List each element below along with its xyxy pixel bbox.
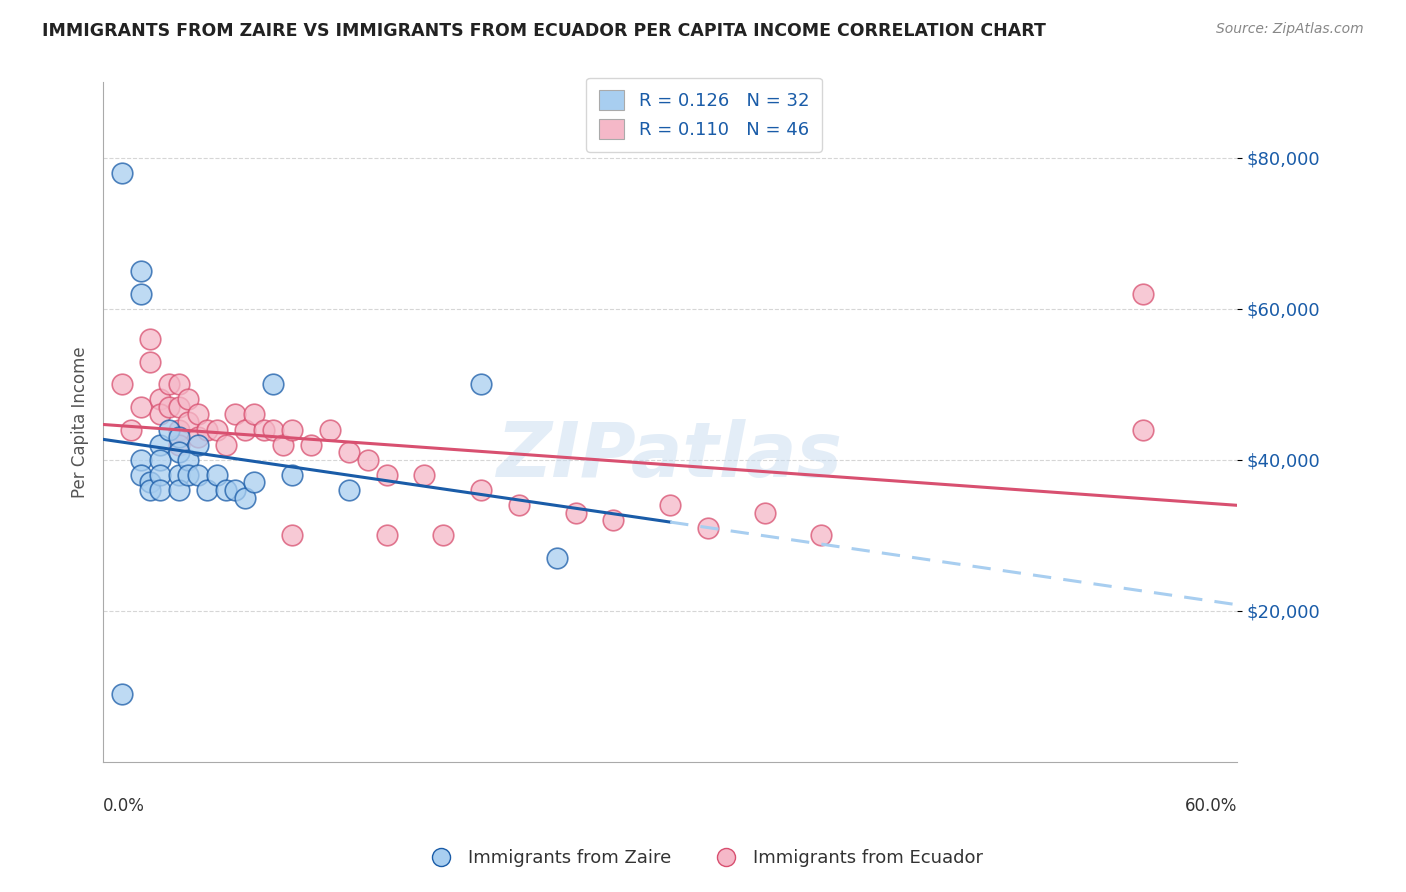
Legend: R = 0.126   N = 32, R = 0.110   N = 46: R = 0.126 N = 32, R = 0.110 N = 46 (586, 78, 823, 152)
Point (754, 506, 776, 520)
Point (602, 513, 624, 527)
Point (508, 498, 530, 512)
Point (233, 423, 256, 437)
Point (149, 408, 172, 422)
Point (299, 437, 322, 451)
Point (149, 437, 172, 451)
Point (224, 483, 246, 497)
Point (157, 400, 180, 414)
Point (187, 430, 209, 444)
Point (215, 483, 238, 497)
Point (271, 437, 294, 451)
Point (177, 452, 200, 467)
Point (129, 467, 152, 482)
Point (129, 452, 152, 467)
Point (149, 392, 172, 407)
Point (810, 528, 832, 542)
Point (243, 408, 266, 422)
Point (432, 528, 454, 542)
Point (195, 483, 218, 497)
Point (375, 528, 398, 542)
Point (167, 483, 190, 497)
Point (546, 550, 568, 565)
Point (281, 467, 304, 482)
Y-axis label: Per Capita Income: Per Capita Income (72, 346, 89, 498)
Point (319, 423, 342, 437)
Point (111, 687, 134, 701)
Point (281, 423, 304, 437)
Point (195, 423, 218, 437)
Point (1132, 423, 1154, 437)
Point (375, 467, 398, 482)
Point (337, 445, 360, 459)
Point (224, 408, 246, 422)
Point (139, 354, 162, 368)
Point (129, 286, 152, 301)
Point (157, 377, 180, 392)
Point (167, 400, 190, 414)
Point (697, 521, 720, 535)
Point (413, 467, 436, 482)
Point (659, 498, 682, 512)
Point (167, 423, 190, 437)
Point (129, 264, 152, 278)
Point (129, 400, 152, 414)
Point (167, 430, 190, 444)
Legend: Immigrants from Zaire, Immigrants from Ecuador: Immigrants from Zaire, Immigrants from E… (416, 842, 990, 874)
Point (149, 467, 172, 482)
Point (262, 377, 284, 392)
Point (139, 483, 162, 497)
Point (121, 423, 143, 437)
Point (167, 437, 190, 451)
Point (243, 475, 266, 490)
Point (111, 166, 134, 180)
Point (139, 332, 162, 346)
Point (262, 423, 284, 437)
Point (470, 377, 492, 392)
Point (281, 528, 304, 542)
Point (157, 423, 180, 437)
Text: ZIPatlas: ZIPatlas (498, 419, 844, 493)
Point (564, 506, 586, 520)
Point (1132, 286, 1154, 301)
Point (111, 377, 134, 392)
Point (167, 467, 190, 482)
Point (205, 467, 228, 482)
Point (187, 467, 209, 482)
Point (187, 437, 209, 451)
Text: IMMIGRANTS FROM ZAIRE VS IMMIGRANTS FROM ECUADOR PER CAPITA INCOME CORRELATION C: IMMIGRANTS FROM ZAIRE VS IMMIGRANTS FROM… (42, 22, 1046, 40)
Point (139, 475, 162, 490)
Point (149, 483, 172, 497)
Point (187, 408, 209, 422)
Point (470, 483, 492, 497)
Point (205, 423, 228, 437)
Point (253, 423, 276, 437)
Point (149, 452, 172, 467)
Point (177, 415, 200, 429)
Text: 0.0%: 0.0% (103, 797, 145, 814)
Point (337, 483, 360, 497)
Point (167, 445, 190, 459)
Point (177, 392, 200, 407)
Point (167, 377, 190, 392)
Point (357, 452, 380, 467)
Point (233, 491, 256, 505)
Text: 60.0%: 60.0% (1185, 797, 1237, 814)
Text: Source: ZipAtlas.com: Source: ZipAtlas.com (1216, 22, 1364, 37)
Point (215, 437, 238, 451)
Point (177, 467, 200, 482)
